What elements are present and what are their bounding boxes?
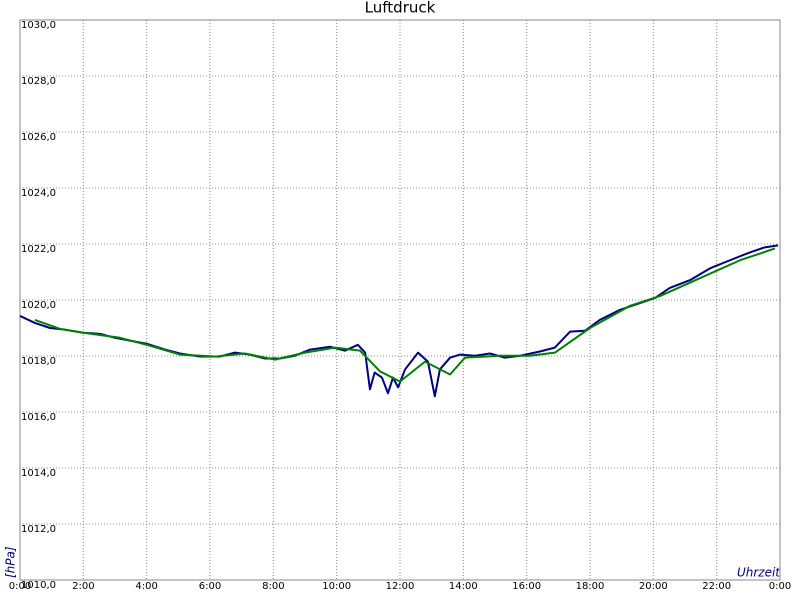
y-tick-label: 1014,0 bbox=[21, 468, 56, 479]
x-axis-label: Uhrzeit bbox=[737, 566, 781, 580]
x-tick-label: 6:00 bbox=[199, 581, 221, 592]
plot-frame bbox=[19, 19, 781, 581]
y-tick-label: 1030,0 bbox=[21, 20, 56, 31]
y-tick-label: 1022,0 bbox=[21, 244, 56, 255]
y-tick-label: 1010,0 bbox=[21, 580, 56, 591]
y-tick-label: 1018,0 bbox=[21, 356, 56, 367]
y-tick-label: 1016,0 bbox=[21, 412, 56, 423]
y-tick-label: 1024,0 bbox=[21, 188, 56, 199]
y-axis-label: [hPa] bbox=[4, 546, 18, 578]
y-tick-label: 1012,0 bbox=[21, 524, 56, 535]
x-tick-label: 0:00 bbox=[769, 581, 791, 592]
y-tick-label: 1028,0 bbox=[21, 76, 56, 87]
x-tick-label: 22:00 bbox=[702, 581, 731, 592]
chart-title: Luftdruck bbox=[365, 0, 436, 17]
x-tick-label: 0:00 bbox=[9, 581, 31, 592]
y-tick-label: 1026,0 bbox=[21, 132, 56, 143]
data-line bbox=[34, 247, 776, 383]
x-tick-label: 20:00 bbox=[639, 581, 668, 592]
x-tick-label: 14:00 bbox=[449, 581, 478, 592]
x-tick-label: 16:00 bbox=[512, 581, 541, 592]
x-tick-label: 2:00 bbox=[72, 581, 94, 592]
x-tick-label: 18:00 bbox=[576, 581, 605, 592]
x-tick-label: 10:00 bbox=[322, 581, 351, 592]
x-tick-label: 12:00 bbox=[386, 581, 415, 592]
y-tick-label: 1020,0 bbox=[21, 300, 56, 311]
x-tick-label: 4:00 bbox=[135, 581, 157, 592]
x-tick-label: 8:00 bbox=[262, 581, 284, 592]
